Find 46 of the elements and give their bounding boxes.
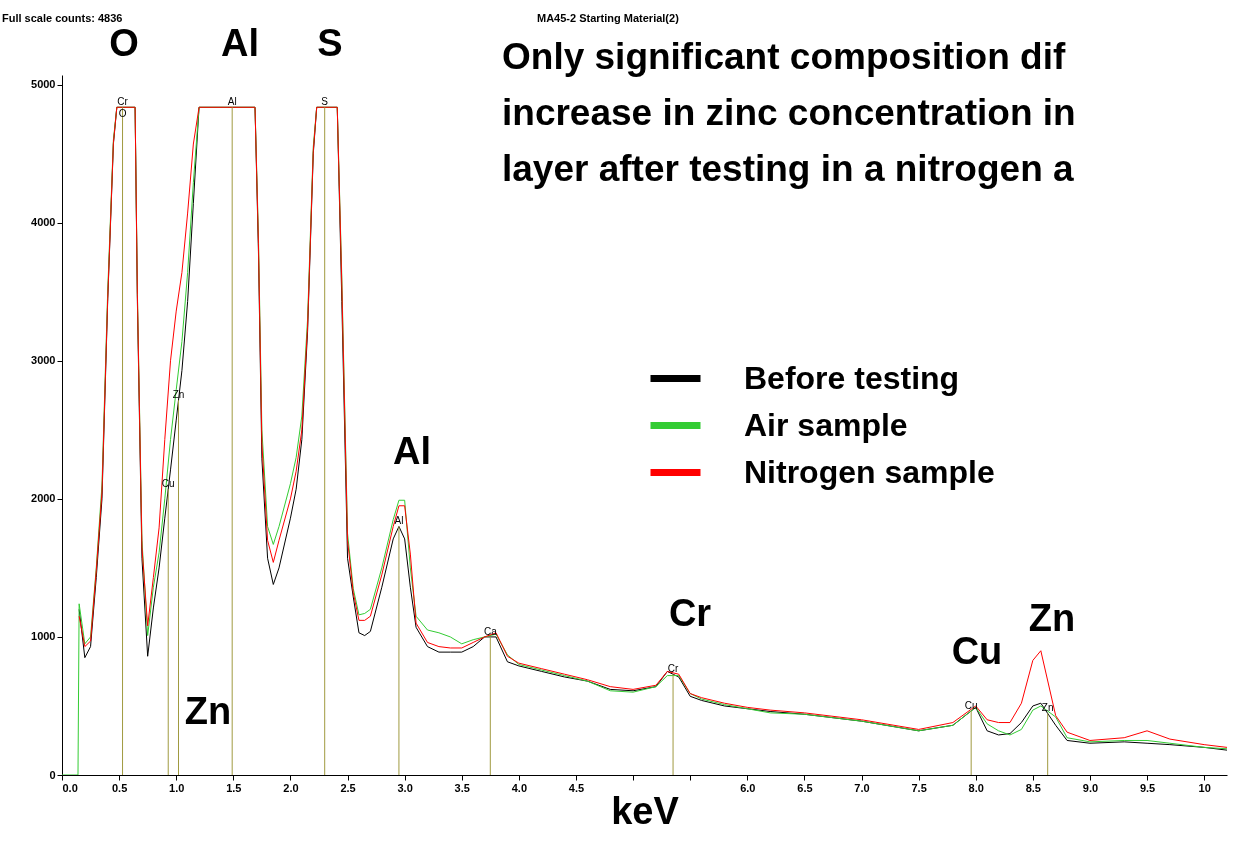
x-tick-label: 7.0 (854, 781, 870, 794)
annotation: Zn (184, 690, 232, 732)
x-tick-label: 8.0 (968, 781, 984, 794)
x-tick-label: 1.5 (226, 781, 242, 794)
x-tick-label: 7.5 (911, 781, 927, 794)
x-tick-label: 3.5 (454, 781, 470, 794)
text: O (109, 22, 139, 64)
y-tick-label: 3000 (31, 354, 56, 367)
ref-line-label: S (321, 96, 329, 108)
legend-label: Before testing (744, 359, 960, 396)
text: Full scale counts: 4836 (2, 12, 123, 24)
y-tick-label: 0 (49, 768, 56, 781)
y-tick-label: 2000 (31, 492, 56, 505)
legend-label: Air sample (744, 406, 908, 443)
legend-label: Nitrogen sample (744, 453, 995, 490)
x-tick-label: 2.0 (283, 781, 299, 794)
x-tick-label: 4.5 (568, 781, 585, 794)
x-tick-label: 9.5 (1139, 781, 1156, 794)
text: Al (221, 22, 259, 64)
y-tick-label: 4000 (31, 216, 56, 229)
x-axis-title: keV (611, 789, 680, 832)
x-tick-label: 4.0 (511, 781, 528, 794)
x-tick-label: 6.5 (797, 781, 813, 794)
chart-title: Only significant composition dif increase in zinc concentration in layer after testing in a nitrogen a (502, 36, 1076, 189)
annotation: Cu (951, 630, 1003, 672)
x-tick-label: 1.0 (169, 781, 185, 794)
ref-line-label: Ca (483, 625, 498, 637)
x-tick-label: 9.0 (1082, 781, 1099, 794)
x-tick-label: 2.5 (340, 781, 356, 794)
annotation: Al (393, 430, 431, 472)
y-tick-label: 1000 (31, 630, 56, 643)
annotation: Cr (668, 592, 712, 634)
ref-line-label: Cr (667, 663, 679, 675)
ref-line-label: Al (394, 515, 404, 527)
x-tick-label: 0.0 (62, 781, 78, 794)
x-tick-label: 10 (1198, 781, 1211, 794)
text: S (317, 22, 343, 64)
ref-line-label: Al (227, 96, 237, 108)
y-tick-label: 5000 (31, 78, 56, 91)
text: MA45-2 Starting Material(2) (537, 12, 680, 24)
ref-line-label: Cu (964, 699, 978, 711)
x-tick-label: 3.0 (397, 781, 413, 794)
x-tick-label: 8.5 (1025, 781, 1041, 794)
x-tick-label: 0.5 (111, 781, 128, 794)
annotation: Zn (1028, 597, 1076, 639)
x-tick-label: 6.0 (740, 781, 756, 794)
